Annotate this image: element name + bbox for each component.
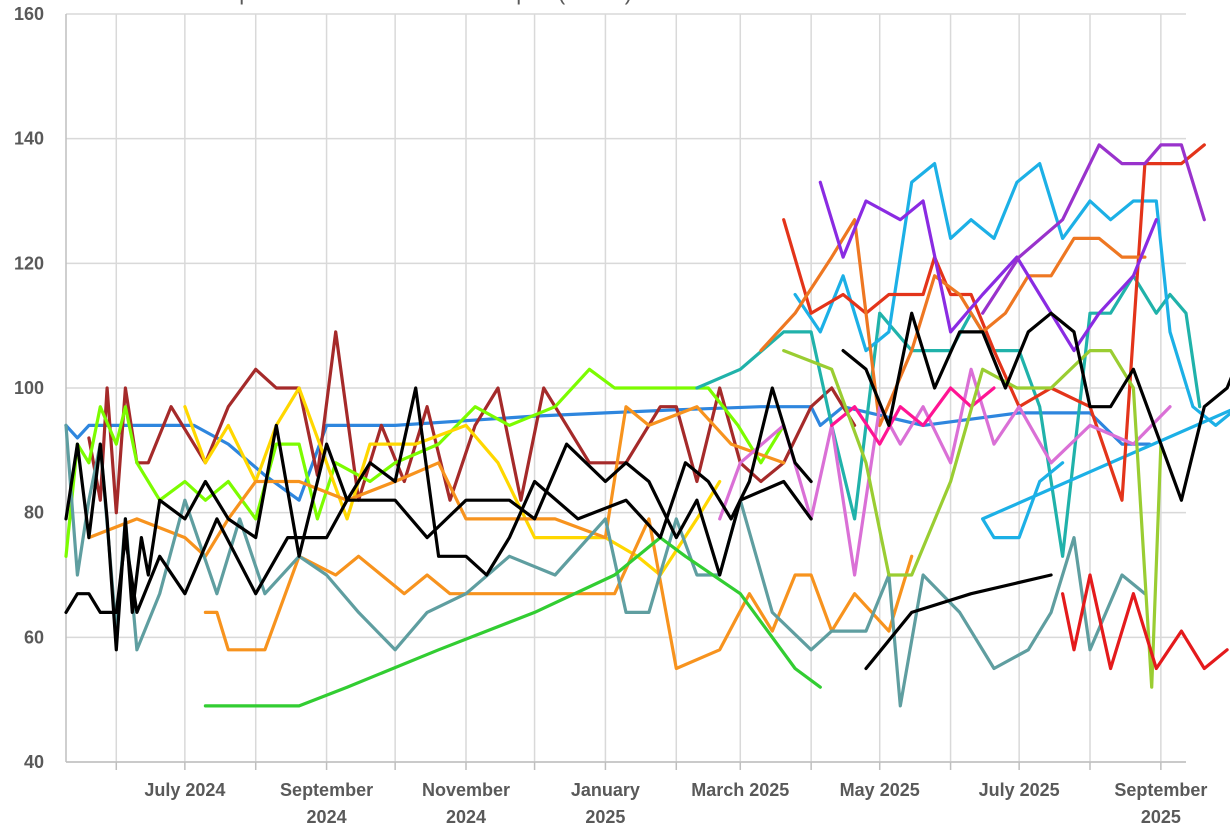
y-axis: 40 60 80 100 120 140 160 [14, 4, 67, 772]
legend-entry: Claude 3 Opus (Vision) [405, 0, 632, 5]
series-line-18 [1060, 573, 1229, 671]
x-tick-label: September 2024 [280, 780, 373, 827]
series-line-10 [782, 143, 1206, 502]
y-tick-label: 100 [14, 378, 44, 398]
series-line-11 [759, 218, 1147, 427]
legend-entry: Claude 3 Opus [128, 0, 275, 5]
series-lines [64, 143, 1230, 708]
y-tick-label: 80 [24, 503, 44, 523]
gridlines [66, 13, 1186, 763]
x-tick-label: May 2025 [840, 780, 920, 800]
series-line-21 [841, 311, 1230, 502]
legend-entry: Claude 3.5 Sonnet [782, 0, 964, 5]
series-line-20 [64, 442, 813, 615]
x-tick-label: September 2025 [1114, 780, 1207, 827]
series-line-19 [64, 386, 813, 652]
legend: Claude 3 Opus Claude 3 Opus (Vision) Claud… [128, 0, 964, 5]
series-line-17 [203, 535, 822, 708]
series-line-12 [818, 180, 1158, 353]
x-tick-label: November 2024 [422, 780, 510, 827]
series-line-2 [87, 330, 857, 515]
series-line-16 [782, 349, 1163, 689]
y-tick-label: 160 [14, 4, 44, 24]
x-tick-label: March 2025 [691, 780, 789, 800]
series-line-15 [830, 386, 996, 446]
y-tick-label: 60 [24, 627, 44, 647]
series-line-9 [793, 162, 1230, 540]
y-tick-label: 120 [14, 253, 44, 273]
y-tick-label: 140 [14, 129, 44, 149]
x-tick-label: January 2025 [571, 780, 640, 827]
series-line-13 [980, 143, 1206, 315]
series-line-4 [183, 386, 722, 577]
x-tick-label: July 2024 [144, 780, 225, 800]
series-line-7 [64, 423, 1147, 708]
x-axis: July 2024 September 2024 November 2024 Januar… [66, 761, 1207, 827]
x-tick-label: July 2025 [979, 780, 1060, 800]
series-line-3 [64, 367, 786, 558]
series-line-14 [718, 367, 1172, 577]
y-tick-label: 40 [24, 752, 44, 772]
series-line-22 [864, 573, 1053, 671]
